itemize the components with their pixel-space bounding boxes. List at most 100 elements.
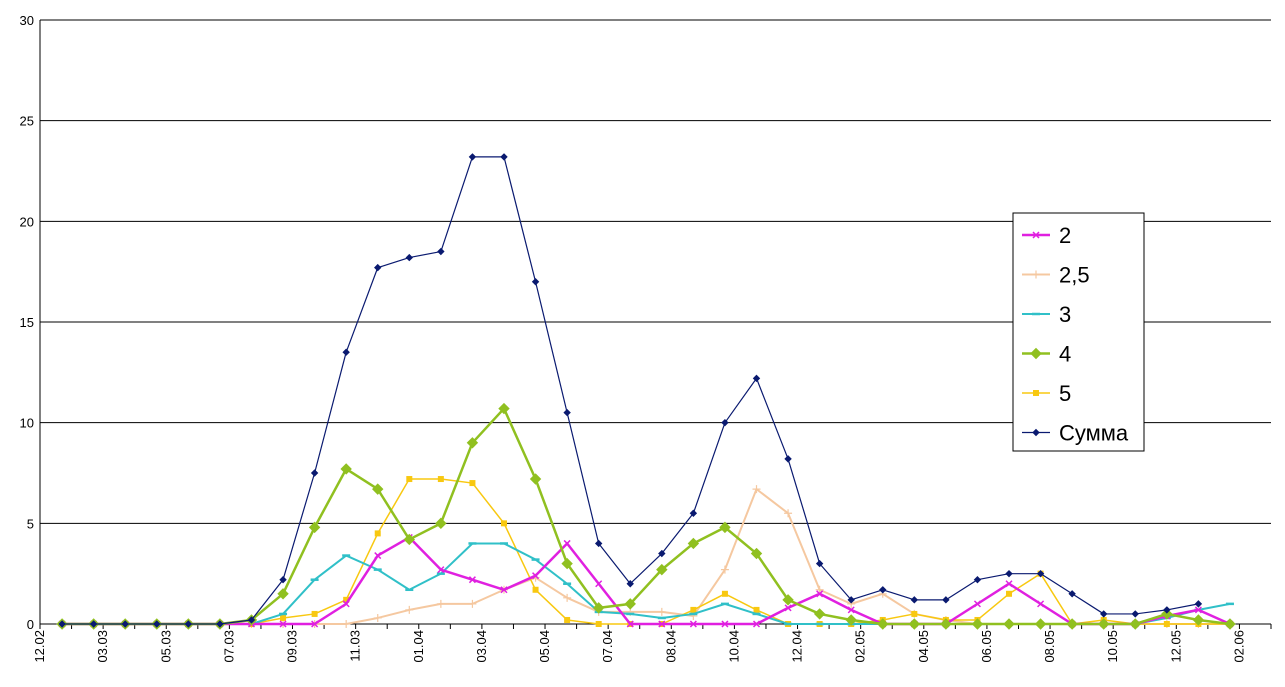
data-point [342,600,350,608]
data-point [153,620,161,628]
data-point [845,614,857,626]
data-point [689,509,698,517]
data-point [532,572,540,580]
data-point [1224,618,1236,630]
data-point [813,608,826,620]
gridlines [40,19,1271,524]
series-line [62,488,1230,625]
data-point [436,599,445,608]
data-point [784,509,793,518]
data-point [280,614,287,621]
x-tick-label: 12.02 [32,630,47,663]
data-point [657,607,666,616]
data-point [595,580,603,588]
data-point [658,549,666,558]
data-point [405,605,414,614]
data-point [1033,390,1039,396]
legend-label: 4 [1059,342,1071,367]
data-point [973,575,982,584]
data-point [1036,569,1045,578]
data-point [1032,231,1040,239]
data-point [247,616,256,624]
data-point [1066,618,1078,630]
data-point [468,153,477,161]
x-tick-label: 12.05 [1168,630,1183,663]
data-point [719,521,731,534]
data-point [1194,600,1203,608]
data-point [1030,347,1042,360]
data-point [973,600,981,608]
series-line [62,478,1230,625]
data-point [1098,618,1110,630]
x-tick-label: 05.04 [537,630,552,663]
x-tick-label: 08.04 [663,630,678,663]
x-tick-label: 05.03 [158,630,173,663]
data-point [911,610,918,617]
data-point [1005,580,1013,588]
data-point [690,606,697,613]
data-point [184,620,193,628]
data-point [500,153,508,161]
x-tick-label: 02.06 [1231,630,1246,663]
legend-entry: 2,5 [1022,263,1090,288]
data-point [908,618,921,630]
x-tick-label: 03.04 [474,630,489,663]
data-point [816,590,824,598]
data-point [753,606,760,613]
data-point [721,620,729,628]
data-point [1034,618,1047,630]
data-point [1161,608,1173,620]
data-point [279,575,287,584]
data-point [815,585,824,594]
data-point [340,463,352,475]
data-point [1003,618,1015,630]
data-point [971,618,984,630]
data-point [784,455,792,463]
data-point [721,418,729,427]
data-point [656,563,668,576]
data-point [374,263,382,272]
data-point [1163,606,1171,614]
data-point [592,602,605,614]
y-tick-label: 5 [27,516,34,531]
data-point [1032,270,1040,279]
data-point [437,476,444,483]
data-point [437,566,445,574]
legend: 2 2,5 3 4 5 Сумма [1012,212,1145,452]
data-point [1129,618,1141,630]
data-point [1032,428,1040,437]
data-point [594,539,603,548]
y-tick-label: 10 [20,416,34,431]
data-point [624,598,636,610]
data-point [720,565,729,574]
x-tick-label: 08.05 [1042,630,1057,663]
x-tick-label: 07.04 [600,630,615,663]
data-point [308,521,321,534]
data-point [815,559,824,568]
y-tick-label: 30 [20,13,34,28]
data-point [310,469,319,477]
series-1 [58,533,1234,628]
data-point [879,586,887,594]
data-point [468,576,476,584]
data-point [403,533,416,546]
data-point [405,253,414,262]
legend-label: 5 [1059,381,1071,406]
x-tick-label: 11.03 [348,630,363,662]
data-point [626,620,634,628]
data-point [1100,610,1108,618]
y-tick-label: 20 [20,214,34,229]
x-tick-label: 01.04 [411,630,426,663]
data-point [564,616,571,623]
data-point [469,480,476,487]
legend-entry: 2 [1022,223,1071,248]
series-6 [58,153,1203,628]
legend-entry: 4 [1022,342,1071,367]
x-tick-label: 07.03 [221,630,236,663]
data-point [752,620,761,628]
data-point [752,374,761,383]
data-point [500,520,507,527]
data-point [847,596,855,604]
x-axis: 12.02 03.03 05.03 07.03 09.03 11.03 01.04 03.04… [32,623,1272,663]
data-point [279,620,287,628]
